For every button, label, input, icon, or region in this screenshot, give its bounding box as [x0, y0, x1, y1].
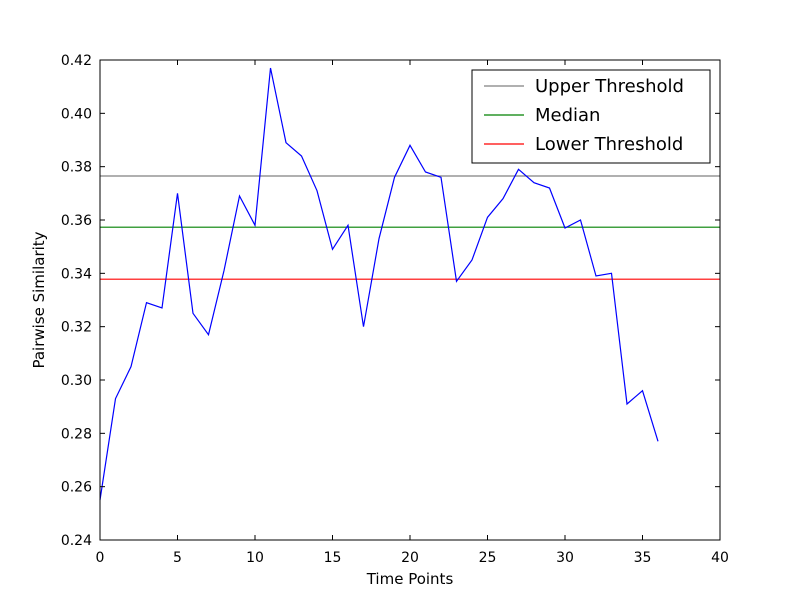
y-tick-label: 0.30	[61, 373, 92, 389]
x-tick-label: 35	[634, 550, 652, 566]
axes-ticks: 0 5 10 15 20 25 30 35 40 0.24 0.26 0.28 0.30 0.32 0.34…	[61, 53, 729, 566]
y-tick-label: 0.32	[61, 320, 92, 336]
y-axis-label: Pairwise Similarity	[30, 231, 48, 368]
x-tick-label: 30	[556, 550, 574, 566]
y-tick-label: 0.28	[61, 426, 92, 442]
y-tick-label: 0.34	[61, 266, 92, 282]
y-tick-label: 0.26	[61, 480, 92, 496]
x-tick-label: 5	[173, 550, 182, 566]
x-tick-label: 40	[711, 550, 729, 566]
legend-label-1: Median	[535, 105, 600, 126]
y-tick-label: 0.24	[61, 533, 92, 549]
legend-label-2: Lower Threshold	[535, 134, 683, 155]
y-tick-label: 0.42	[61, 53, 92, 69]
x-tick-label: 20	[401, 550, 419, 566]
y-tick-label: 0.40	[61, 106, 92, 122]
x-axis-label: Time Points	[366, 570, 454, 588]
x-tick-label: 0	[96, 550, 105, 566]
y-tick-label: 0.36	[61, 213, 92, 229]
x-tick-label: 15	[324, 550, 342, 566]
x-tick-label: 25	[479, 550, 497, 566]
plot-area	[99, 67, 720, 501]
series-line-0	[99, 67, 659, 501]
legend-label-0: Upper Threshold	[535, 76, 684, 97]
y-tick-label: 0.38	[61, 160, 92, 176]
legend: Upper Threshold Median Lower Threshold	[471, 69, 711, 164]
x-tick-label: 10	[246, 550, 264, 566]
